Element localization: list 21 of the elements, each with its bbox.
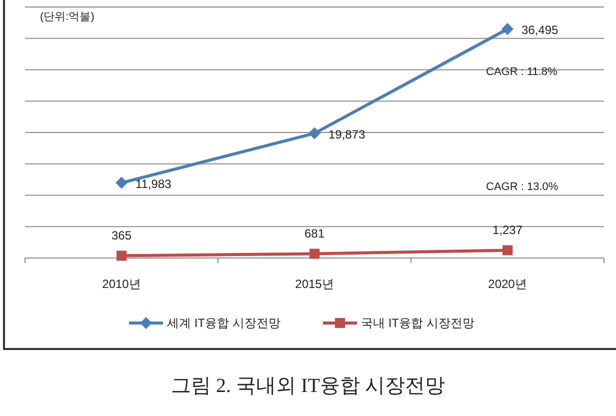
point (502, 245, 512, 256)
point (308, 127, 320, 140)
x-tick-label: 2020년 (488, 277, 527, 291)
point (310, 248, 320, 259)
legend-label: 세계 IT융합 시장전망 (167, 316, 280, 330)
data-label: 365 (111, 228, 132, 243)
annotation: CAGR : 13.0% (486, 181, 558, 193)
text: 그림 2. 국내외 IT융합 시장전망 (171, 375, 445, 397)
x-tick-label: 2015년 (295, 277, 334, 291)
point (116, 250, 126, 261)
annotation: CAGR : 11.8% (486, 66, 558, 78)
data-label: 681 (304, 226, 325, 241)
data-label: 1,237 (492, 223, 523, 238)
point (116, 176, 128, 189)
point (502, 22, 514, 35)
data-label: 19,873 (328, 127, 366, 142)
x-tick-label: 2010년 (102, 277, 141, 291)
data-label: 36,495 (522, 22, 559, 37)
legend-label: 국내 IT융합 시장전망 (361, 316, 474, 330)
annotation: (단위:억불) (40, 11, 94, 23)
data-label: 11,983 (136, 176, 172, 191)
